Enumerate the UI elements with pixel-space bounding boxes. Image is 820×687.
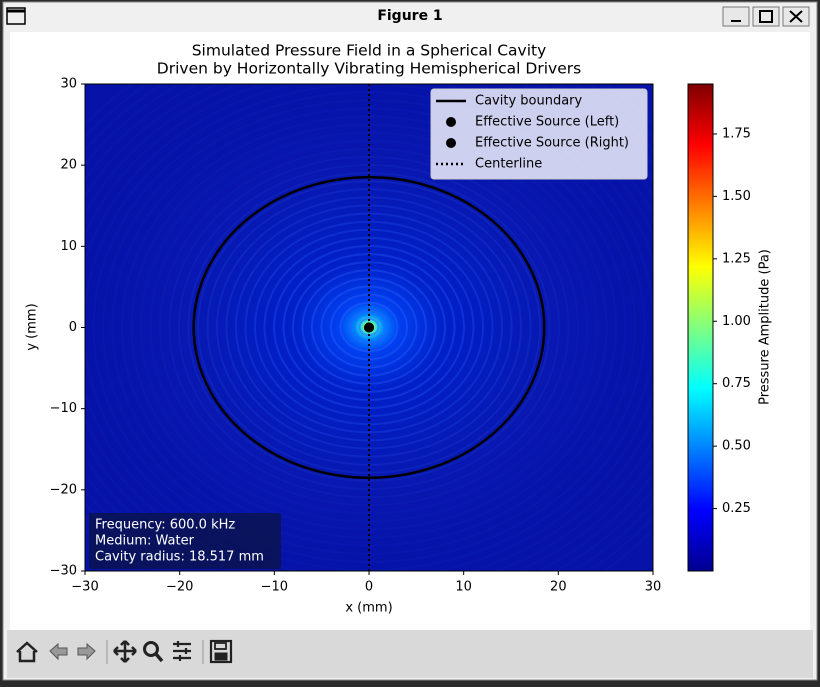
ripple — [121, 115, 617, 539]
configure-button[interactable] — [173, 641, 191, 661]
zoom-button[interactable] — [143, 641, 164, 663]
legend-swatch — [446, 117, 456, 127]
colorbar-tick-label: 1.25 — [722, 251, 751, 266]
y-tick-label: 0 — [69, 320, 77, 335]
colorbar-label: Pressure Amplitude (Pa) — [758, 249, 773, 405]
ripple — [292, 261, 446, 393]
chart-subtitle: Driven by Horizontally Vibrating Hemisph… — [157, 60, 581, 78]
x-tick-label: 30 — [645, 580, 662, 595]
window-title: Figure 1 — [377, 8, 442, 24]
colorbar-tick-label: 1.00 — [722, 314, 751, 329]
source-point — [364, 322, 374, 333]
legend-box — [430, 88, 648, 180]
y-tick-label: −20 — [50, 482, 77, 497]
legend-label: Cavity boundary — [475, 94, 583, 109]
x-tick-label: 0 — [365, 580, 373, 595]
close-button[interactable] — [782, 6, 810, 27]
minimize-button[interactable] — [722, 6, 750, 27]
colorbar-tick-label: 0.50 — [722, 439, 751, 454]
toolbar-buttons — [16, 639, 233, 664]
y-axis-label: y (mm) — [25, 303, 40, 350]
overlays — [192, 84, 546, 571]
annotation-text: Medium: Water — [95, 534, 195, 549]
y-tick-label: 30 — [60, 77, 77, 92]
x-tick-label: −10 — [261, 580, 288, 595]
colorbar — [687, 83, 714, 572]
maximize-button[interactable] — [752, 6, 780, 27]
ripple — [92, 91, 646, 563]
pan-button[interactable] — [113, 640, 137, 663]
ripple — [216, 196, 522, 458]
ripple — [244, 220, 494, 434]
forward-button[interactable] — [77, 642, 96, 661]
ripple — [140, 131, 598, 523]
annotation-box — [89, 513, 281, 569]
chart-title: Simulated Pressure Field in a Spherical … — [192, 42, 547, 60]
cavity-boundary — [192, 175, 546, 480]
legend-label: Centerline — [475, 157, 542, 172]
y-tick-label: −10 — [50, 401, 77, 416]
toolbar — [7, 630, 813, 678]
save-button[interactable] — [209, 639, 233, 664]
x-tick-label: −30 — [71, 580, 98, 595]
ripple — [320, 285, 418, 369]
y-tick-label: 20 — [60, 158, 77, 173]
legend-label: Effective Source (Left) — [475, 115, 619, 130]
home-button[interactable] — [16, 641, 38, 663]
x-tick-label: 10 — [455, 580, 472, 595]
x-axis-label: x (mm) — [345, 601, 392, 616]
window-icon — [6, 7, 26, 25]
annotation-text: Cavity radius: 18.517 mm — [95, 550, 264, 565]
ripple — [263, 236, 475, 418]
legend-label: Effective Source (Right) — [475, 136, 629, 151]
colorbar-tick-label: 0.25 — [722, 501, 751, 516]
colorbar-tick-label: 1.50 — [722, 189, 751, 204]
annotation-text: Frequency: 600.0 kHz — [95, 518, 235, 533]
ripple — [168, 155, 570, 499]
x-tick-label: 20 — [550, 580, 567, 595]
colorbar-tick-label: 0.75 — [722, 376, 751, 391]
ripple — [197, 180, 541, 474]
x-tick-label: −20 — [166, 580, 193, 595]
y-tick-label: 10 — [60, 239, 77, 254]
y-tick-label: −30 — [50, 564, 77, 579]
colorbar-tick-label: 1.75 — [722, 126, 751, 141]
ripple — [339, 301, 399, 353]
back-button[interactable] — [49, 642, 68, 661]
legend-swatch — [446, 138, 456, 148]
